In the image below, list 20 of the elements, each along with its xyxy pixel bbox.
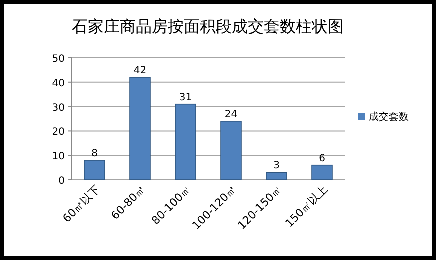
bar xyxy=(266,172,288,180)
y-tick-label: 20 xyxy=(52,127,65,138)
y-tick-label: 30 xyxy=(52,102,65,114)
chart-title: 石家庄商品房按面积段成交套数柱状图 xyxy=(72,18,344,36)
legend-label: 成交套数 xyxy=(369,111,409,123)
bar xyxy=(84,160,106,180)
data-label: 31 xyxy=(179,92,192,104)
data-label: 3 xyxy=(274,160,280,172)
bar xyxy=(130,77,151,180)
bar xyxy=(175,104,196,180)
bar xyxy=(220,121,242,180)
data-label: 8 xyxy=(92,148,98,160)
data-label: 42 xyxy=(134,66,147,77)
y-tick-label: 50 xyxy=(52,54,65,65)
bar xyxy=(312,164,333,180)
y-tick-label: 10 xyxy=(52,152,65,163)
data-label: 24 xyxy=(224,109,238,120)
y-tick-label: 0 xyxy=(58,176,65,187)
y-tick-label: 40 xyxy=(52,78,65,90)
data-label: 6 xyxy=(319,153,326,164)
